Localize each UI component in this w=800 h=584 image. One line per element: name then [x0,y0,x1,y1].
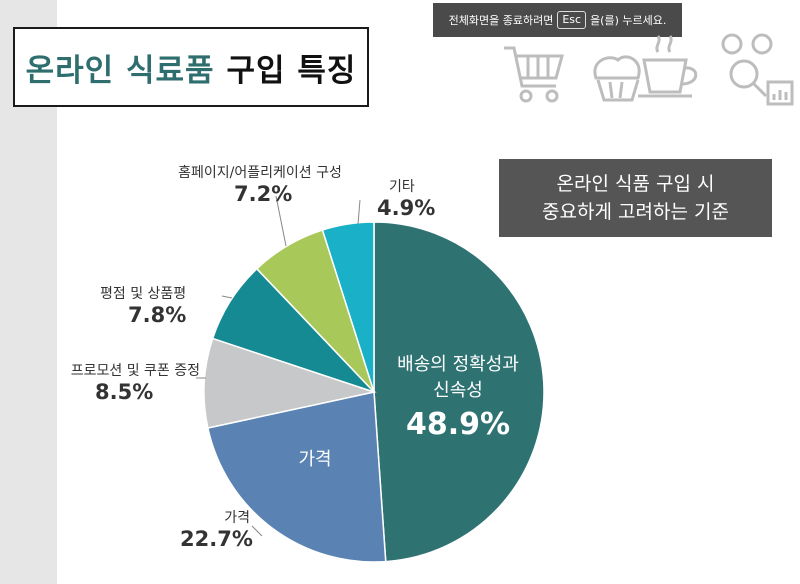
slice-label-other: 기타 4.9% [377,176,457,220]
leader-line-4 [357,199,361,225]
slice-label-delivery-line2: 신속성 [433,380,483,401]
leader-line-3 [275,195,287,247]
esc-banner-after: 을(를) 누르세요. [590,14,667,27]
slice-label-homepage-pct: 7.2% [234,182,293,206]
slice-label-reviews-pct: 7.8% [128,303,187,327]
slice-label-promotion-pct: 8.5% [95,380,154,404]
slice-label-delivery-pct: 48.9% [405,407,511,442]
pie-slice-1 [206,391,387,563]
analytics-people-icon [721,33,794,106]
slice-label-other-pct: 4.9% [377,196,436,220]
pie-slice-2 [203,337,377,429]
leader-line-2 [221,295,233,299]
criteria-line-2: 중요하게 고려하는 기준 [542,201,729,223]
esc-banner-before: 전체화면을 종료하려면 [448,14,554,27]
slice-label-price: 가격 22.7% [180,507,253,551]
slice-label-price-name: 가격 [224,510,250,526]
title-text: 구입 특징 [226,52,357,89]
slice-label-promotion-name: 프로모션 및 쿠폰 증정 [70,363,200,379]
slice-label-delivery: 배송의 정확성과 신속성 48.9% [378,352,538,446]
header-icons [504,33,794,106]
shopping-cart-icon [504,46,564,103]
slice-label-other-name: 기타 [389,179,415,195]
slice-label-delivery-line1: 배송의 정확성과 [397,354,519,375]
pie-slice-0 [373,221,545,563]
esc-key: Esc [557,11,587,29]
criteria-line-1: 온라인 식품 구입 시 [556,173,715,195]
coffee-cup-icon [638,35,698,98]
slice-label-homepage: 홈페이지/어플리케이션 구성 7.2% [160,162,360,206]
slice-label-price-pct: 22.7% [180,527,253,551]
slice-label-price-inner: 가격 [298,449,332,470]
criteria-caption-box: 온라인 식품 구입 시 중요하게 고려하는 기준 [499,159,772,237]
page-title: 온라인 식료품 구입 특징 [13,27,369,107]
title-accent-text: 온라인 식료품 [25,52,215,89]
slice-label-homepage-name: 홈페이지/어플리케이션 구성 [178,165,342,181]
muffin-icon [593,55,641,102]
fullscreen-exit-banner: 전체화면을 종료하려면 Esc 을(를) 누르세요. [433,3,682,37]
slice-label-reviews: 평점 및 상품평 7.8% [100,283,220,327]
slice-label-reviews-name: 평점 및 상품평 [100,286,187,302]
pie-slice-5 [321,221,375,393]
slice-label-promotion: 프로모션 및 쿠폰 증정 8.5% [20,360,200,404]
leader-line-0 [251,525,263,537]
